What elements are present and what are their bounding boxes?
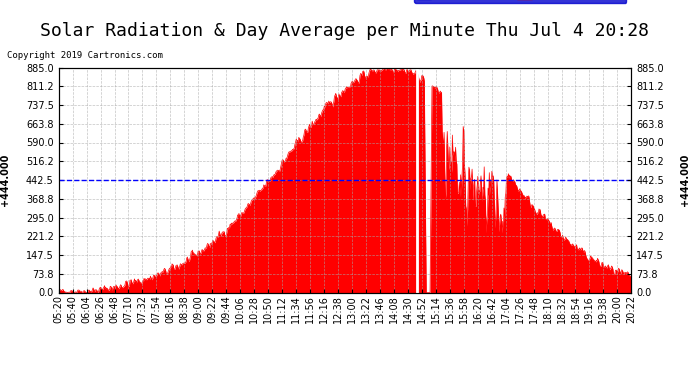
Legend: Median (w/m2), Radiation (w/m2): Median (w/m2), Radiation (w/m2): [414, 0, 627, 3]
Text: +444.000: +444.000: [0, 153, 10, 206]
Text: Copyright 2019 Cartronics.com: Copyright 2019 Cartronics.com: [7, 51, 163, 60]
Text: +444.000: +444.000: [680, 153, 690, 206]
Text: Solar Radiation & Day Average per Minute Thu Jul 4 20:28: Solar Radiation & Day Average per Minute…: [41, 22, 649, 40]
